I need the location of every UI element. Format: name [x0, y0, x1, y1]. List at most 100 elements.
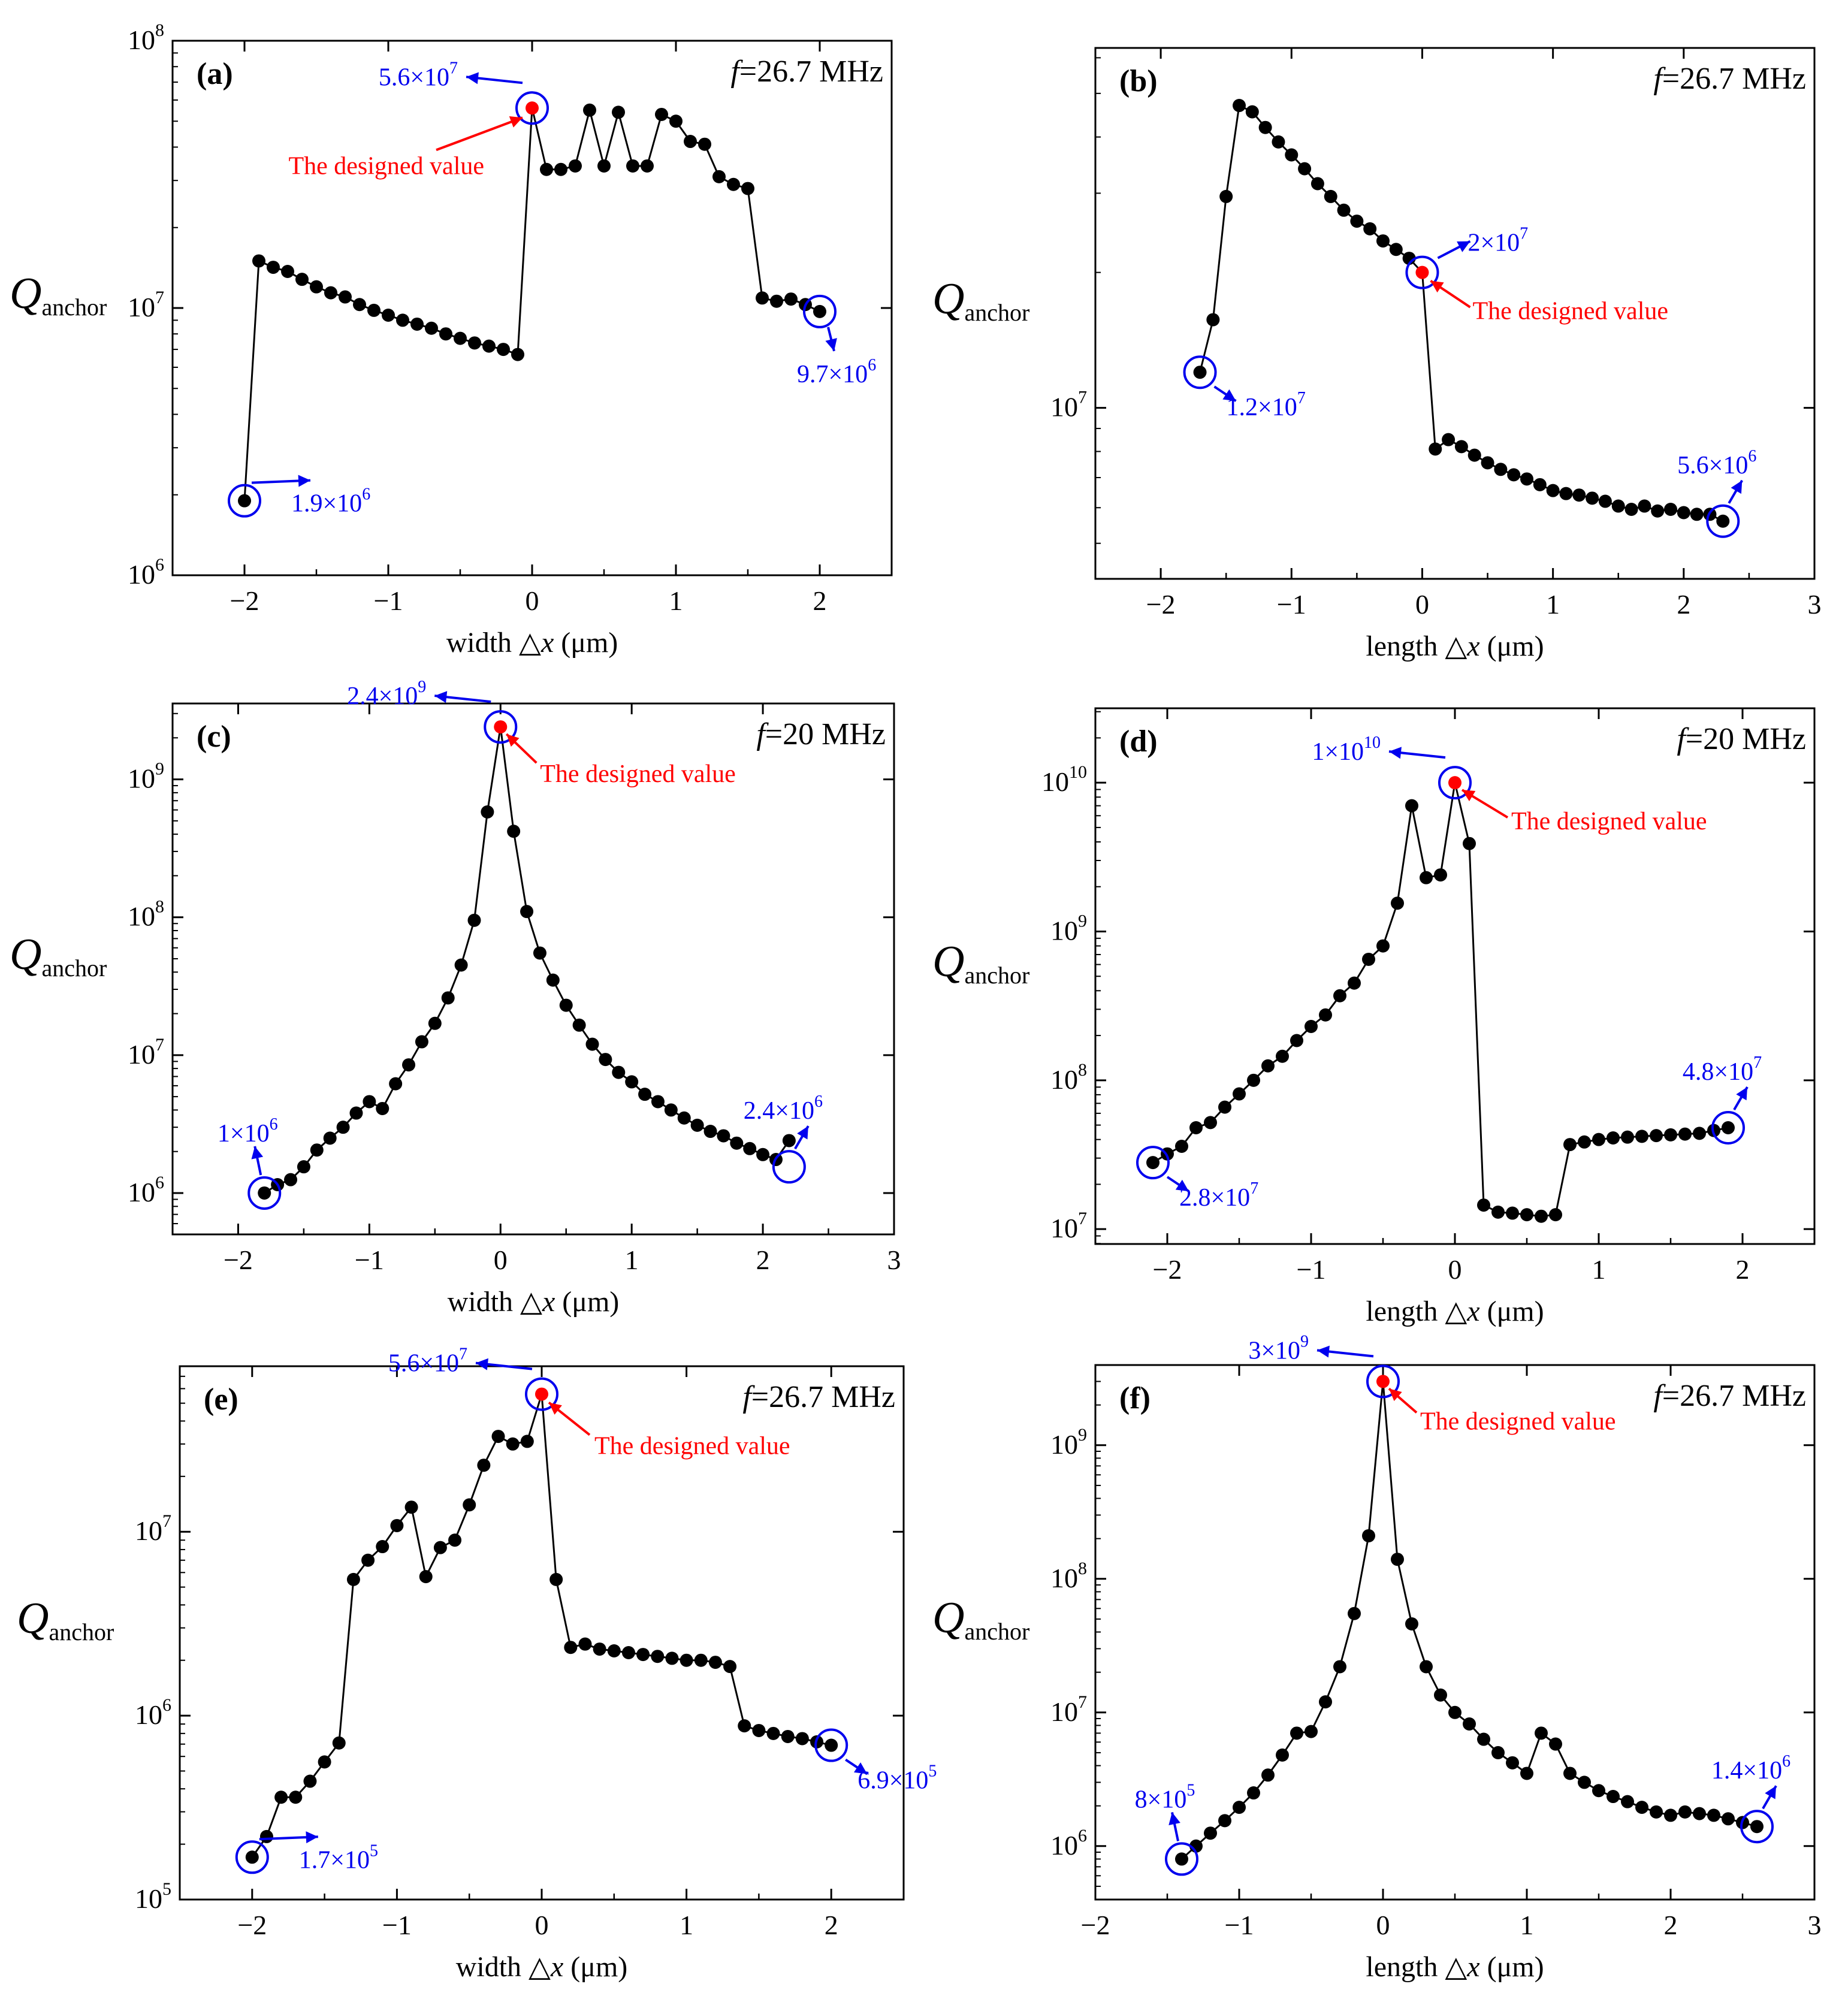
annotation-arrowhead [476, 1358, 488, 1370]
data-point [428, 1016, 442, 1030]
x-tick-label: 2 [1736, 1254, 1750, 1285]
annotation-label: 1.2×107 [1227, 389, 1306, 421]
data-point [1146, 1156, 1159, 1170]
data-point [698, 137, 711, 151]
data-point [1376, 939, 1390, 953]
y-tick-label: 105 [135, 1879, 171, 1914]
x-tick-label: −2 [1081, 1910, 1110, 1940]
data-point [482, 339, 496, 353]
annotation-arrowhead [1389, 747, 1402, 759]
plot-frame [1094, 47, 1816, 580]
data-point [1233, 1087, 1246, 1101]
data-point [1578, 1135, 1591, 1149]
annotation-arrowhead [854, 1762, 868, 1774]
annotation-label: 2.4×106 [744, 1092, 823, 1125]
data-point [295, 273, 309, 286]
annotation-circle [772, 1150, 806, 1184]
y-tick-label: 109 [1050, 911, 1087, 946]
annotation-circle [1711, 1110, 1745, 1145]
data-point [1520, 1208, 1533, 1222]
data-point [1261, 1768, 1275, 1782]
designed-point [1376, 1375, 1390, 1388]
data-point [339, 290, 352, 304]
annotation-label: 8×105 [1135, 1781, 1195, 1813]
data-point [1638, 499, 1651, 513]
data-point [784, 292, 798, 306]
panel-a: −2 −1 0 1 2 106 107 108 width △x (μm) Qanchor (a) f… [10, 20, 893, 659]
designed-value-label: The designed value [288, 152, 484, 180]
data-point [1333, 1660, 1346, 1674]
data-point [1592, 1133, 1605, 1146]
data-point [1572, 488, 1586, 502]
data-point [1520, 472, 1533, 486]
data-point [1463, 1717, 1476, 1731]
data-point [1477, 1732, 1490, 1746]
data-point [743, 1142, 757, 1155]
data-point [415, 1035, 428, 1049]
x-tick-label: −1 [1225, 1910, 1254, 1940]
annotation-label: 2.8×107 [1179, 1179, 1258, 1212]
data-point [454, 958, 468, 972]
data-point [703, 1125, 717, 1139]
data-point [404, 1500, 418, 1514]
data-point [1707, 1808, 1720, 1822]
y-tick-label: 107 [1050, 1209, 1087, 1243]
data-point [1506, 1206, 1519, 1220]
data-point [1310, 177, 1324, 191]
designed-value-label: The designed value [1472, 298, 1668, 325]
data-point [1298, 162, 1312, 176]
y-tick-label: 107 [1050, 1692, 1087, 1727]
annotation-circle [235, 1840, 269, 1874]
annotation-label: 1.7×105 [299, 1841, 378, 1874]
annotation-arrowhead [466, 72, 479, 84]
designed-value-label: The designed value [1420, 1408, 1616, 1435]
annotation-label: 1.9×106 [291, 485, 370, 518]
data-point [781, 1729, 795, 1743]
data-point [612, 1065, 626, 1079]
data-point [1607, 1790, 1620, 1804]
data-point [349, 1106, 363, 1120]
data-point [1520, 1767, 1533, 1780]
annotation-circle [1740, 1810, 1774, 1844]
y-axis-label: Qanchor [932, 274, 1029, 326]
data-point [1586, 491, 1599, 505]
data-point [1219, 189, 1233, 203]
data-point [651, 1095, 665, 1109]
x-tick-label: 0 [1448, 1254, 1462, 1285]
data-point [491, 1430, 505, 1444]
data-point [1481, 456, 1494, 470]
data-point [1535, 1726, 1548, 1740]
data-point [770, 294, 783, 308]
panel-b: −2 −1 0 1 2 3 107 length △x (μm) Qanchor (b) f=26.… [932, 47, 1822, 662]
annotation-arrowhead [797, 1126, 808, 1140]
data-point [1477, 1198, 1490, 1212]
data-point [1448, 1705, 1462, 1719]
data-point [1678, 1127, 1692, 1141]
data-point [578, 1637, 592, 1651]
data-point [1175, 1140, 1188, 1154]
data-point [593, 1642, 606, 1656]
data-point [1218, 1100, 1231, 1114]
y-tick-label: 109 [1050, 1425, 1087, 1460]
designed-point [1448, 776, 1462, 790]
data-point [1533, 478, 1547, 491]
x-tick-label: 1 [1546, 589, 1560, 620]
data-point [477, 1459, 491, 1472]
data-point [1261, 1059, 1275, 1073]
data-point [481, 805, 494, 819]
data-point [1272, 135, 1285, 149]
data-point [1350, 215, 1364, 228]
data-point [281, 265, 294, 279]
x-tick-label: 0 [1376, 1910, 1390, 1940]
data-point [1175, 1852, 1188, 1866]
annotation-arrowhead [251, 1146, 264, 1159]
data-point [1621, 1795, 1634, 1808]
data-point [607, 1644, 621, 1658]
data-point [1247, 1786, 1260, 1800]
x-tick-label: 1 [669, 585, 683, 616]
x-tick-label: −1 [374, 585, 403, 616]
data-point [664, 1103, 678, 1117]
data-point [303, 1774, 317, 1788]
annotation-arrowhead [434, 691, 448, 703]
x-tick-label: 2 [825, 1910, 838, 1940]
